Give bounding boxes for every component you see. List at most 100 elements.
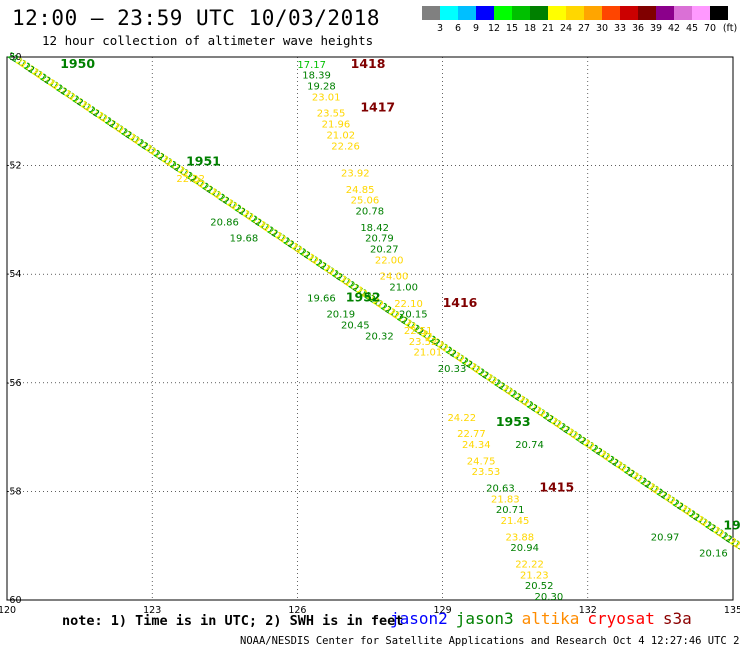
swh-value-label: 20.52	[525, 581, 554, 592]
swh-value-label: 23.55	[317, 109, 346, 120]
credit-line: NOAA/NESDIS Center for Satellite Applica…	[240, 635, 740, 647]
legend-swatch	[530, 6, 548, 20]
legend-label: 24	[559, 23, 573, 34]
legend-swatch	[458, 6, 476, 20]
satellite-name: cryosat	[587, 609, 655, 628]
swh-value-label: 24.22	[447, 413, 476, 424]
legend-swatch	[494, 6, 512, 20]
swh-value-label: 17.17	[297, 60, 326, 71]
footer-note: note: 1) Time is in UTC; 2) SWH is in fe…	[62, 613, 404, 629]
swh-value-label: 20.32	[365, 331, 394, 342]
satellite-name: altika	[521, 609, 580, 628]
swh-value-label: 20.97	[651, 532, 680, 543]
legend-label: 42	[667, 23, 681, 34]
legend-label: 27	[577, 23, 591, 34]
legend-label: 3	[436, 23, 444, 34]
legend-label: 6	[454, 23, 462, 34]
legend-swatch	[566, 6, 584, 20]
legend-swatch	[512, 6, 530, 20]
swh-value-label: 19.66	[307, 293, 336, 304]
swh-value-label: 22.10	[394, 299, 423, 310]
legend-label: 12	[487, 23, 501, 34]
legend-label: 9	[472, 23, 480, 34]
swh-value-label: 25.06	[351, 196, 380, 207]
legend-swatch	[476, 6, 494, 20]
swh-value-label: 18.39	[302, 71, 331, 82]
swh-value-label: 22.77	[457, 429, 486, 440]
legend-swatch	[638, 6, 656, 20]
swh-value-label: 21.02	[326, 130, 355, 141]
swh-value-label: 20.33	[438, 364, 467, 375]
legend-label: 18	[523, 23, 537, 34]
swh-value-label: 21.83	[491, 494, 520, 505]
swh-value-label: 22.51	[404, 326, 433, 337]
swh-value-label: 24.85	[346, 185, 375, 196]
swh-value-label: 24.34	[462, 440, 491, 451]
lon-tick-label: 123	[143, 605, 161, 616]
lat-tick-label: -60	[6, 595, 22, 606]
legend-swatch	[692, 6, 710, 20]
page-title: 12:00 – 23:59 UTC 10/03/2018	[12, 6, 381, 30]
legend-unit: (ft)	[722, 23, 738, 34]
legend-label: 33	[613, 23, 627, 34]
swh-value-label: 24.75	[467, 456, 496, 467]
pass-number-label: 1952	[346, 289, 381, 304]
legend-swatch	[656, 6, 674, 20]
lon-tick-label: 126	[288, 605, 306, 616]
swh-value-label: 22.26	[331, 141, 360, 152]
swh-value-label: 20.15	[399, 310, 428, 321]
swh-value-label: 21.45	[501, 516, 530, 527]
swh-value-label: 22.22	[176, 174, 205, 185]
swh-value-label: 20.74	[515, 440, 544, 451]
swh-value-label: 20.86	[210, 217, 239, 228]
lat-tick-label: -56	[6, 378, 22, 389]
pass-number-label: 1418	[351, 56, 386, 71]
swh-value-label: 23.92	[341, 168, 370, 179]
legend-label: 15	[505, 23, 519, 34]
legend-swatch	[602, 6, 620, 20]
swh-value-label: 21.00	[389, 282, 418, 293]
swh-value-label: 20.94	[510, 543, 539, 554]
swh-value-label: 19.28	[307, 82, 336, 93]
lat-tick-label: -58	[6, 486, 22, 497]
legend-swatch	[422, 6, 440, 20]
legend-swatch	[674, 6, 692, 20]
lon-tick-label: 132	[579, 605, 597, 616]
swh-value-label: 22.00	[375, 255, 404, 266]
pass-number-label: 1417	[360, 99, 395, 114]
lon-tick-label: 129	[434, 605, 452, 616]
satellite-name: s3a	[662, 609, 692, 628]
swh-value-label: 20.63	[486, 483, 515, 494]
swh-value-label: 22.22	[515, 559, 544, 570]
pass-number-label: 1950	[60, 56, 95, 71]
page-subtitle: 12 hour collection of altimeter wave hei…	[42, 33, 374, 48]
legend-swatch	[620, 6, 638, 20]
legend-label: 45	[685, 23, 699, 34]
legend-swatches	[422, 6, 728, 20]
legend-label: 39	[649, 23, 663, 34]
legend-label: 30	[595, 23, 609, 34]
swh-value-label: 20.16	[699, 549, 728, 560]
legend-labels: 3 6 9 12 15 18 21 24 27 30 33 36 39 42 45 70 (ft)	[422, 23, 737, 35]
pass-number-label: 1951	[186, 154, 221, 169]
swh-value-label: 21.96	[322, 120, 351, 131]
swh-value-label: 23.88	[506, 532, 535, 543]
pass-number-label: 1953	[496, 414, 531, 429]
satellite-legend: jason2 jason3 altika cryosat s3a	[390, 609, 700, 628]
swh-value-label: 20.27	[370, 244, 399, 255]
pass-number-label: 1416	[443, 295, 478, 310]
lon-tick-label: 120	[0, 605, 16, 616]
swh-value-label: 20.71	[496, 505, 525, 516]
swh-value-label: 23.53	[472, 467, 501, 478]
pass-number-label: 19	[723, 517, 740, 532]
legend-label: 36	[631, 23, 645, 34]
swh-value-label: 19.68	[230, 234, 259, 245]
swh-value-label: 20.30	[535, 592, 564, 603]
legend-swatch	[584, 6, 602, 20]
legend-label: 21	[541, 23, 555, 34]
satellite-name: jason3	[455, 609, 514, 628]
swh-value-label: 18.42	[360, 223, 389, 234]
lat-tick-label: -52	[6, 161, 22, 172]
legend-swatch	[440, 6, 458, 20]
map-frame	[6, 56, 734, 601]
